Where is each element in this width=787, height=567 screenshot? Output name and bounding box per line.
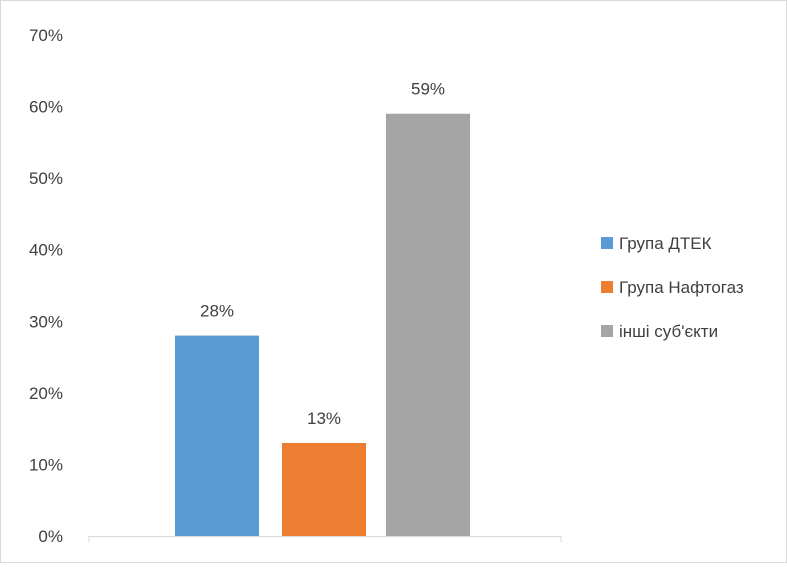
bars	[175, 113, 470, 536]
legend: Група ДТЕК Група Нафтогаз інші суб'єкти	[601, 234, 744, 341]
x-axis-ticks	[88, 536, 562, 542]
y-tick-label-5: 50%	[29, 169, 63, 188]
bar-3	[386, 113, 470, 536]
legend-swatch-1	[601, 237, 613, 249]
y-tick-label-6: 60%	[29, 98, 63, 117]
y-tick-label-7: 70%	[29, 26, 63, 45]
legend-label-1: Група ДТЕК	[619, 234, 712, 253]
data-label-2: 13%	[307, 409, 341, 428]
bar-2	[282, 442, 366, 536]
legend-swatch-2	[601, 281, 613, 293]
y-tick-label-0: 0%	[38, 527, 63, 546]
y-tick-label-4: 40%	[29, 241, 63, 260]
bar-1	[175, 335, 259, 536]
legend-swatch-3	[601, 325, 613, 337]
y-tick-label-2: 20%	[29, 384, 63, 403]
data-label-3: 59%	[411, 80, 445, 99]
legend-label-3: інші суб'єкти	[619, 322, 718, 341]
y-tick-label-1: 10%	[29, 455, 63, 474]
value-labels: 28% 13% 59%	[200, 80, 445, 428]
legend-label-2: Група Нафтогаз	[619, 278, 744, 297]
y-axis-tick-labels: 0% 10% 20% 30% 40% 50% 60% 70%	[29, 26, 63, 546]
y-tick-label-3: 30%	[29, 312, 63, 331]
data-label-1: 28%	[200, 302, 234, 321]
